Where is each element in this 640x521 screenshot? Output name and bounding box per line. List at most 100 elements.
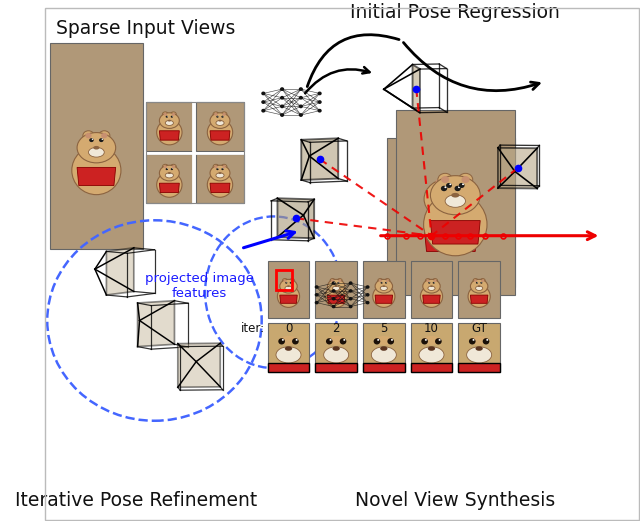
Polygon shape [375,295,392,303]
Circle shape [318,92,321,95]
FancyBboxPatch shape [316,262,357,318]
Ellipse shape [430,286,433,287]
Ellipse shape [481,282,482,283]
Ellipse shape [380,286,387,290]
Ellipse shape [101,133,108,139]
FancyBboxPatch shape [396,110,515,295]
Ellipse shape [213,112,219,117]
Ellipse shape [170,112,177,117]
Ellipse shape [337,279,342,283]
Ellipse shape [476,346,483,351]
Ellipse shape [382,286,385,287]
Ellipse shape [77,132,116,163]
Polygon shape [470,295,488,303]
Ellipse shape [216,173,224,178]
Ellipse shape [172,168,173,169]
Text: 5: 5 [380,322,387,335]
Ellipse shape [377,339,380,341]
Ellipse shape [168,172,171,174]
Ellipse shape [446,183,452,188]
Circle shape [281,96,284,99]
Ellipse shape [165,120,173,126]
Polygon shape [210,183,230,193]
Ellipse shape [476,286,483,290]
Ellipse shape [432,176,448,189]
Circle shape [281,88,284,90]
Ellipse shape [282,279,287,283]
Ellipse shape [210,113,230,129]
Ellipse shape [218,172,221,174]
Ellipse shape [284,279,286,282]
Ellipse shape [391,339,393,341]
Ellipse shape [426,279,429,282]
Ellipse shape [426,279,431,283]
Text: 10: 10 [424,322,439,335]
Ellipse shape [481,279,484,282]
Ellipse shape [486,339,488,341]
Ellipse shape [223,113,226,116]
Text: Sparse Input Views: Sparse Input Views [56,19,236,38]
Circle shape [349,282,352,284]
Circle shape [332,290,335,292]
Ellipse shape [374,336,393,345]
Ellipse shape [72,146,121,195]
Ellipse shape [476,282,478,284]
Ellipse shape [431,176,480,215]
Polygon shape [431,220,480,244]
Ellipse shape [216,120,224,126]
Ellipse shape [335,286,337,287]
Circle shape [349,305,352,307]
Ellipse shape [371,347,396,363]
Circle shape [318,101,321,103]
Ellipse shape [99,138,104,142]
Ellipse shape [472,339,474,341]
Text: Novel View Synthesis: Novel View Synthesis [355,491,556,510]
Ellipse shape [441,176,449,183]
Ellipse shape [387,338,394,344]
Ellipse shape [93,146,100,150]
Ellipse shape [172,165,175,168]
Ellipse shape [378,279,383,283]
Polygon shape [277,199,314,238]
Ellipse shape [221,112,227,117]
Ellipse shape [438,339,441,341]
Ellipse shape [422,336,441,345]
Ellipse shape [461,176,470,183]
Circle shape [366,302,369,304]
Ellipse shape [458,178,466,186]
Ellipse shape [102,139,103,140]
Ellipse shape [170,164,177,169]
Ellipse shape [337,282,339,284]
Text: projected image
features: projected image features [145,271,253,300]
Ellipse shape [468,286,490,307]
Ellipse shape [221,164,227,169]
Ellipse shape [167,168,168,169]
FancyBboxPatch shape [363,262,404,318]
Polygon shape [424,226,477,252]
Ellipse shape [166,116,168,118]
FancyBboxPatch shape [268,262,309,318]
Ellipse shape [434,282,435,283]
Ellipse shape [473,279,478,283]
FancyBboxPatch shape [411,262,452,318]
Ellipse shape [424,193,487,256]
Ellipse shape [379,279,381,282]
Ellipse shape [333,346,340,351]
Circle shape [318,109,321,112]
Ellipse shape [374,338,380,344]
Ellipse shape [159,165,179,181]
Ellipse shape [163,112,168,117]
Text: 2: 2 [332,322,340,335]
Ellipse shape [477,286,481,287]
Ellipse shape [99,131,110,141]
Ellipse shape [334,282,335,283]
Ellipse shape [167,116,168,117]
Circle shape [281,114,284,116]
Circle shape [262,101,265,103]
FancyBboxPatch shape [458,363,500,372]
Ellipse shape [214,113,218,116]
Ellipse shape [458,173,473,186]
Ellipse shape [210,165,230,181]
Polygon shape [106,248,134,295]
Ellipse shape [292,338,299,344]
